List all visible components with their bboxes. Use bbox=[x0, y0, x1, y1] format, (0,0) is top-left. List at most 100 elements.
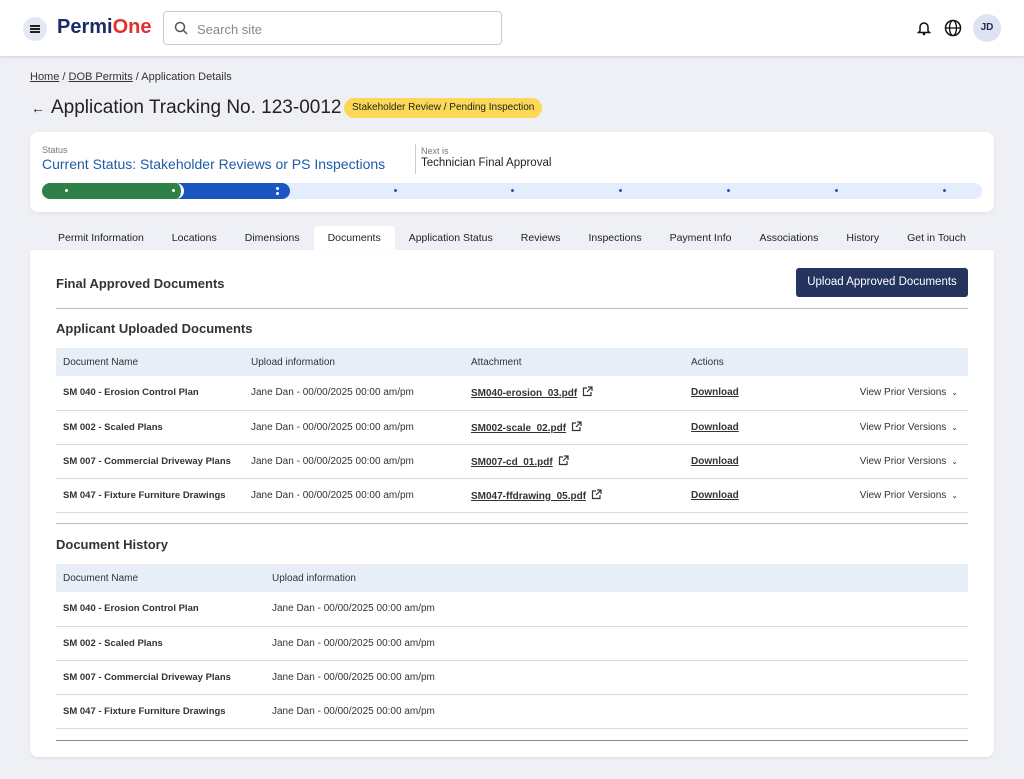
tab[interactable]: Dimensions bbox=[244, 232, 300, 244]
cell: SM007-cd_01.pdf bbox=[464, 444, 684, 479]
document-name: SM 007 - Commercial Driveway Plans bbox=[63, 455, 231, 467]
row: SM 040 - Erosion Control Plan Jane Dan - … bbox=[56, 376, 968, 411]
row: SM 040 - Erosion Control Plan Jane Dan - … bbox=[56, 592, 968, 627]
tab-bar: Permit Information Locations Dimensions Doc… bbox=[44, 226, 980, 251]
breadcrumb-link[interactable]: Home bbox=[30, 71, 60, 83]
divider bbox=[415, 144, 416, 174]
document-name: SM 047 - Fixture Furniture Drawings bbox=[63, 705, 226, 717]
download-link[interactable]: Download bbox=[691, 489, 739, 501]
upload-info: Jane Dan - 00/00/2025 00:00 am/pm bbox=[251, 387, 414, 399]
row: SM 047 - Fixture Furniture Drawings Jane … bbox=[56, 478, 968, 513]
document-name: SM 047 - Fixture Furniture Drawings bbox=[63, 489, 226, 501]
section-title: Applicant Uploaded Documents bbox=[56, 321, 253, 336]
column-header: Upload information bbox=[244, 348, 464, 376]
applicant-documents-table: Document Name Upload information Attachmen… bbox=[56, 348, 968, 513]
view-prior-versions[interactable]: View Prior Versions bbox=[859, 489, 947, 501]
cell: SM 007 - Commercial Driveway Plans bbox=[56, 444, 244, 479]
attachment-link[interactable]: SM040-erosion_03.pdf bbox=[471, 388, 578, 400]
search-box[interactable]: Search site bbox=[163, 11, 502, 45]
external-link-icon bbox=[571, 420, 582, 431]
upload-info: Jane Dan - 00/00/2025 00:00 am/pm bbox=[251, 455, 414, 467]
column-header: Document Name bbox=[56, 564, 265, 592]
upload-button[interactable]: Upload Approved Documents bbox=[796, 268, 968, 297]
cell: Jane Dan - 00/00/2025 00:00 am/pm bbox=[244, 478, 464, 513]
search-icon bbox=[174, 21, 188, 35]
logo-text: One bbox=[112, 16, 152, 38]
view-prior-versions[interactable]: View Prior Versions bbox=[859, 455, 947, 467]
breadcrumb-current: Application Details bbox=[141, 71, 232, 83]
view-prior-versions[interactable]: View Prior Versions bbox=[859, 387, 947, 399]
divider bbox=[56, 740, 968, 741]
download-link[interactable]: Download bbox=[691, 455, 739, 467]
tab[interactable]: Associations bbox=[759, 232, 819, 244]
breadcrumb-link[interactable]: DOB Permits bbox=[68, 71, 133, 83]
tab[interactable]: Documents bbox=[313, 226, 395, 251]
column-header: Upload information bbox=[265, 564, 968, 592]
upload-info: Jane Dan - 00/00/2025 00:00 am/pm bbox=[251, 421, 414, 433]
chevron: ⌄ bbox=[951, 490, 958, 500]
status-card: Status Current Status: Stakeholder Revie… bbox=[30, 132, 994, 212]
cell: Jane Dan - 00/00/2025 00:00 am/pm bbox=[265, 694, 968, 729]
section-title: Document History bbox=[56, 537, 168, 552]
attachment-link[interactable]: SM007-cd_01.pdf bbox=[471, 456, 553, 468]
tab[interactable]: Payment Info bbox=[669, 232, 732, 244]
cell: SM 002 - Scaled Plans bbox=[56, 626, 265, 661]
cell: SM047-ffdrawing_05.pdf bbox=[464, 478, 684, 513]
divider bbox=[56, 523, 968, 524]
step-dot bbox=[394, 189, 397, 192]
external-link-icon bbox=[591, 488, 602, 499]
step-dot bbox=[65, 189, 68, 192]
back-arrow[interactable]: ← bbox=[31, 100, 45, 116]
cell: SM 007 - Commercial Driveway Plans bbox=[56, 660, 265, 695]
language-icon[interactable] bbox=[944, 19, 962, 37]
cell: View Prior Versions ⌄ bbox=[783, 376, 968, 411]
step-dot bbox=[276, 187, 279, 190]
logo[interactable]: PermiOne bbox=[57, 16, 152, 39]
view-prior-versions[interactable]: View Prior Versions bbox=[859, 421, 947, 433]
row: SM 002 - Scaled Plans Jane Dan - 00/00/20… bbox=[56, 410, 968, 445]
upload-info: Jane Dan - 00/00/2025 00:00 am/pm bbox=[272, 671, 435, 683]
cell: SM 040 - Erosion Control Plan bbox=[56, 592, 265, 627]
chevron: ⌄ bbox=[951, 456, 958, 466]
tab[interactable]: History bbox=[846, 232, 880, 244]
progress-current bbox=[176, 183, 290, 199]
cell: Download bbox=[684, 444, 784, 479]
row: SM 002 - Scaled Plans Jane Dan - 00/00/20… bbox=[56, 626, 968, 661]
upload-info: Jane Dan - 00/00/2025 00:00 am/pm bbox=[272, 603, 435, 615]
step-dot bbox=[172, 189, 175, 192]
tab[interactable]: Get in Touch bbox=[907, 232, 966, 244]
download-link[interactable]: Download bbox=[691, 387, 739, 399]
cell: Jane Dan - 00/00/2025 00:00 am/pm bbox=[244, 410, 464, 445]
notification-icon[interactable] bbox=[917, 20, 931, 36]
attachment-link[interactable]: SM002-scale_02.pdf bbox=[471, 422, 567, 434]
document-name: SM 007 - Commercial Driveway Plans bbox=[63, 671, 231, 683]
document-name: SM 002 - Scaled Plans bbox=[63, 637, 163, 649]
step-dot bbox=[276, 192, 279, 195]
document-name: SM 040 - Erosion Control Plan bbox=[63, 387, 199, 399]
tab[interactable]: Application Status bbox=[408, 232, 493, 244]
cell: Download bbox=[684, 410, 784, 445]
tab[interactable]: Inspections bbox=[588, 232, 642, 244]
tab[interactable]: Reviews bbox=[520, 232, 561, 244]
avatar[interactable]: JD bbox=[973, 14, 1001, 42]
tab[interactable]: Permit Information bbox=[58, 232, 144, 244]
download-link[interactable]: Download bbox=[691, 421, 739, 433]
breadcrumb: Home / DOB Permits / Application Details bbox=[30, 71, 232, 83]
step-dot bbox=[619, 189, 622, 192]
step-dot bbox=[727, 189, 730, 192]
search-placeholder: Search site bbox=[197, 22, 263, 37]
cell: View Prior Versions ⌄ bbox=[783, 410, 968, 445]
menu-button[interactable] bbox=[23, 17, 47, 41]
next-step: Technician Final Approval bbox=[421, 157, 552, 169]
chevron: ⌄ bbox=[951, 388, 958, 398]
external-link-icon bbox=[558, 454, 569, 465]
progress-done bbox=[42, 183, 184, 199]
logo-text: Permi bbox=[57, 16, 113, 38]
progress-bar bbox=[42, 183, 982, 199]
attachment-link[interactable]: SM047-ffdrawing_05.pdf bbox=[471, 490, 587, 502]
next-label: Next is bbox=[421, 146, 449, 156]
row: SM 007 - Commercial Driveway Plans Jane D… bbox=[56, 444, 968, 479]
tab[interactable]: Locations bbox=[171, 232, 217, 244]
header-row: Document Name Upload information bbox=[56, 564, 968, 592]
